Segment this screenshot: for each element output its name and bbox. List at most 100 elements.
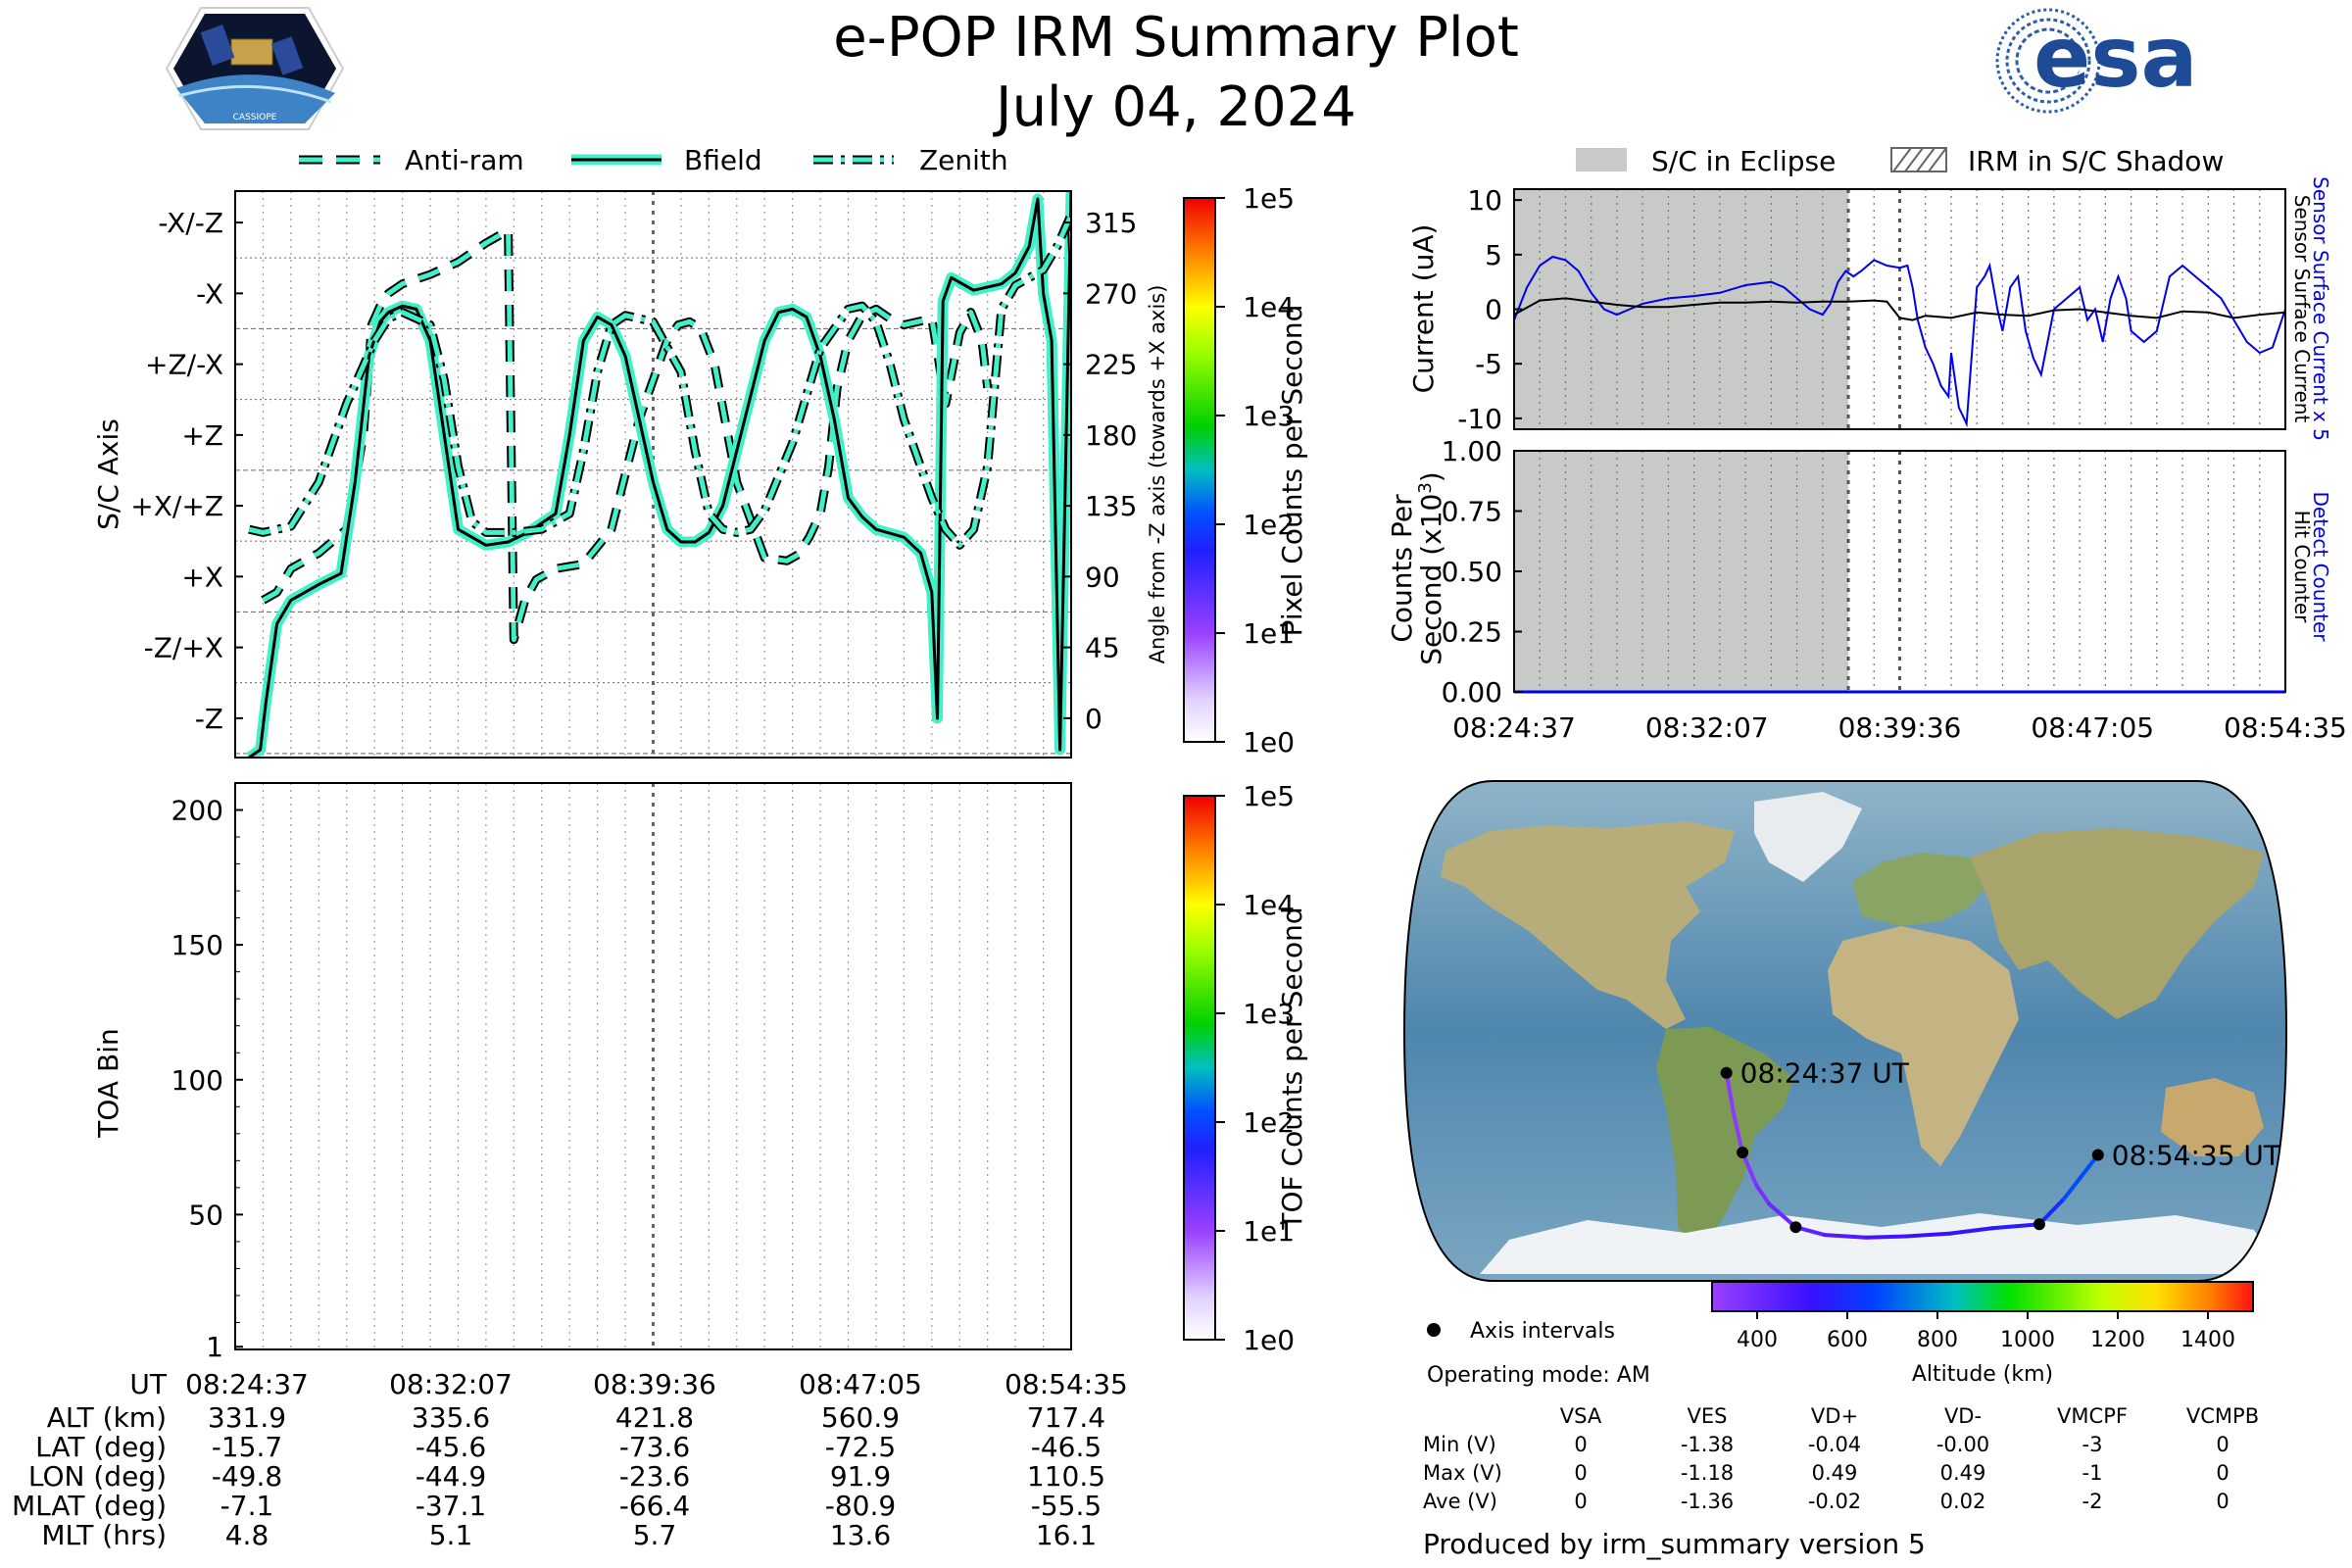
ephemeris-cell: 13.6	[830, 1519, 891, 1551]
voltage-cell: -0.04	[1808, 1433, 1861, 1456]
current-right-label-blue: Sensor Surface Current x 5	[2309, 176, 2332, 441]
page-title: e-POP IRM Summary Plot	[833, 6, 1519, 70]
series-anti-ram-line	[262, 227, 991, 643]
counts-right-label-blue: Detect Counter	[2309, 492, 2332, 643]
ephemeris-cell: -49.8	[212, 1460, 282, 1493]
counts-tick-label: 0.50	[1442, 556, 1502, 588]
voltage-cell: -1	[2082, 1461, 2103, 1485]
tof-colorbar: 1e0 1e1 1e2 1e3 1e4 1e5 TOF Counts per Second	[1183, 780, 1308, 1356]
voltage-cell: -0.02	[1808, 1490, 1861, 1513]
ephemeris-cell: 421.8	[615, 1401, 694, 1434]
pixel-colorbar: 1e0 1e1 1e2 1e3 1e4 1e5 Pixel Counts per Seco…	[1183, 182, 1308, 759]
ephemeris-cell: -80.9	[825, 1490, 896, 1522]
current-tick-label: 0	[1485, 294, 1502, 326]
current-legend: S/C in Eclipse IRM in S/C Shadow	[1576, 145, 2224, 177]
attitude-right-tick-label: 135	[1085, 490, 1137, 522]
ephemeris-row-label: MLT (hrs)	[41, 1519, 167, 1551]
track-segment	[1822, 1233, 1869, 1240]
ephemeris-cell: 5.1	[429, 1519, 473, 1551]
track-segment	[1732, 1111, 1745, 1155]
current-ylabel: Current (uA)	[1407, 224, 1440, 394]
ephemeris-cell: -66.4	[619, 1490, 690, 1522]
world-map: 08:24:37 UT 08:54:35 UT	[1402, 780, 2288, 1282]
continent-greenland	[1754, 792, 1862, 882]
colorbar-tick-label: 1e0	[1243, 726, 1295, 759]
shadow-legend-swatch	[1890, 147, 1947, 172]
voltage-cell: -0.00	[1936, 1433, 1989, 1456]
track-segment	[1864, 1234, 1910, 1240]
current-chart: 10 5 0 -5 -10 Current (uA) Sensor Surface Cu…	[1407, 176, 2332, 441]
continent-africa	[1828, 926, 2019, 1166]
ut-tick-label: 08:32:07	[389, 1368, 513, 1400]
eclipse-legend-swatch	[1576, 148, 1627, 172]
attitude-right-tick-label: 45	[1085, 632, 1120, 664]
right-ut-tick-label: 08:39:36	[1838, 711, 1962, 744]
series-bfield-halo	[246, 191, 1071, 758]
track-segment	[1947, 1226, 1994, 1236]
legend-item-zenith: Zenith	[813, 144, 1008, 176]
counts-tick-label: 0.75	[1442, 496, 1502, 528]
ephemeris-row-label: ALT (km)	[47, 1401, 167, 1434]
voltage-table: VSA VES VD+ VD- VMCPF VCMPB Min (V) 0 -1.38 -0.04…	[1423, 1404, 2259, 1513]
attitude-right-tick-label: 225	[1085, 349, 1137, 381]
ephemeris-cell: 560.9	[821, 1401, 900, 1434]
ut-tick-label: 08:39:36	[593, 1368, 716, 1400]
legend-label-bfield: Bfield	[684, 144, 762, 176]
current-tick-label: -10	[1457, 403, 1502, 435]
attitude-left-tick-label: -Z	[195, 703, 223, 735]
track-start-label: 08:24:37 UT	[1740, 1057, 1910, 1090]
colorbar-tick-label: 1e5	[1243, 182, 1295, 215]
continent-asia	[1970, 828, 2264, 1019]
time-axis: UT 08:24:37 08:32:07 08:39:36 08:47:05 08:54…	[129, 1368, 1127, 1400]
ut-tick-label: 08:24:37	[185, 1368, 309, 1400]
ephemeris-cell: -23.6	[619, 1460, 690, 1493]
attitude-right-tick-label: 0	[1085, 703, 1102, 735]
current-tick-label: 10	[1467, 184, 1502, 217]
attitude-left-tick-label: -Z/+X	[144, 632, 223, 664]
track-segment	[2062, 1152, 2100, 1201]
tof-tick-label: 200	[172, 795, 223, 827]
ephemeris-cell: -72.5	[825, 1431, 896, 1463]
attitude-right-tick-label: 180	[1085, 419, 1137, 452]
operating-mode: Operating mode: AM	[1427, 1363, 1650, 1388]
right-time-axis: 08:24:37 08:32:07 08:39:36 08:47:05 08:54:35	[1452, 711, 2347, 744]
altitude-colorbar-label: Altitude (km)	[1912, 1362, 2053, 1387]
altitude-tick-label: 400	[1737, 1328, 1778, 1352]
voltage-cell: 0	[2216, 1433, 2229, 1456]
axis-interval-marker	[1789, 1221, 1802, 1234]
axis-interval-marker-icon	[1427, 1323, 1441, 1337]
altitude-colorbar: 400 600 800 1000 1200 1400 Altitude (km)	[1711, 1281, 2254, 1387]
voltage-row-label: Max (V)	[1423, 1461, 1502, 1485]
colorbar-tick-label: 1e2	[1243, 1106, 1295, 1139]
track-segment	[1724, 1070, 1737, 1116]
ephemeris-row-label: MLAT (deg)	[12, 1490, 167, 1522]
axis-intervals-legend: Axis intervals	[1427, 1319, 1615, 1344]
ephemeris-cell: -73.6	[619, 1431, 690, 1463]
continent-south-america	[1656, 1027, 1793, 1274]
voltage-cell: 0	[1574, 1490, 1587, 1513]
axis-interval-marker	[1737, 1147, 1749, 1159]
altitude-tick-label: 800	[1917, 1328, 1958, 1352]
voltage-header: VD+	[1811, 1404, 1858, 1428]
counts-tick-label: 1.00	[1442, 435, 1502, 467]
ephemeris-cell: 16.1	[1036, 1519, 1097, 1551]
ephemeris-cell: 331.9	[208, 1401, 286, 1434]
ephemeris-cell: 4.8	[225, 1519, 270, 1551]
continent-europe	[1852, 853, 1989, 926]
ephemeris-table: ALT (km) 331.9 335.6 421.8 560.9 717.4 LAT (de…	[12, 1401, 1105, 1551]
ephemeris-cell: -55.5	[1031, 1490, 1102, 1522]
voltage-cell: -2	[2082, 1490, 2103, 1513]
ephemeris-cell: 5.7	[633, 1519, 677, 1551]
voltage-cell: 0.49	[1940, 1461, 1986, 1485]
voltage-cell: 0	[2216, 1461, 2229, 1485]
axis-interval-marker	[2033, 1218, 2045, 1231]
altitude-tick-label: 1400	[2180, 1328, 2235, 1352]
ephemeris-cell: -7.1	[220, 1490, 274, 1522]
ephemeris-cell: -15.7	[212, 1431, 282, 1463]
attitude-left-tick-label: -X	[196, 277, 223, 310]
colorbar-tick-label: 1e4	[1243, 291, 1295, 323]
attitude-legend: Anti-ram Bfield Zenith	[299, 144, 1008, 176]
attitude-right-tick-label: 90	[1085, 561, 1120, 593]
ephemeris-cell: -46.5	[1031, 1431, 1102, 1463]
